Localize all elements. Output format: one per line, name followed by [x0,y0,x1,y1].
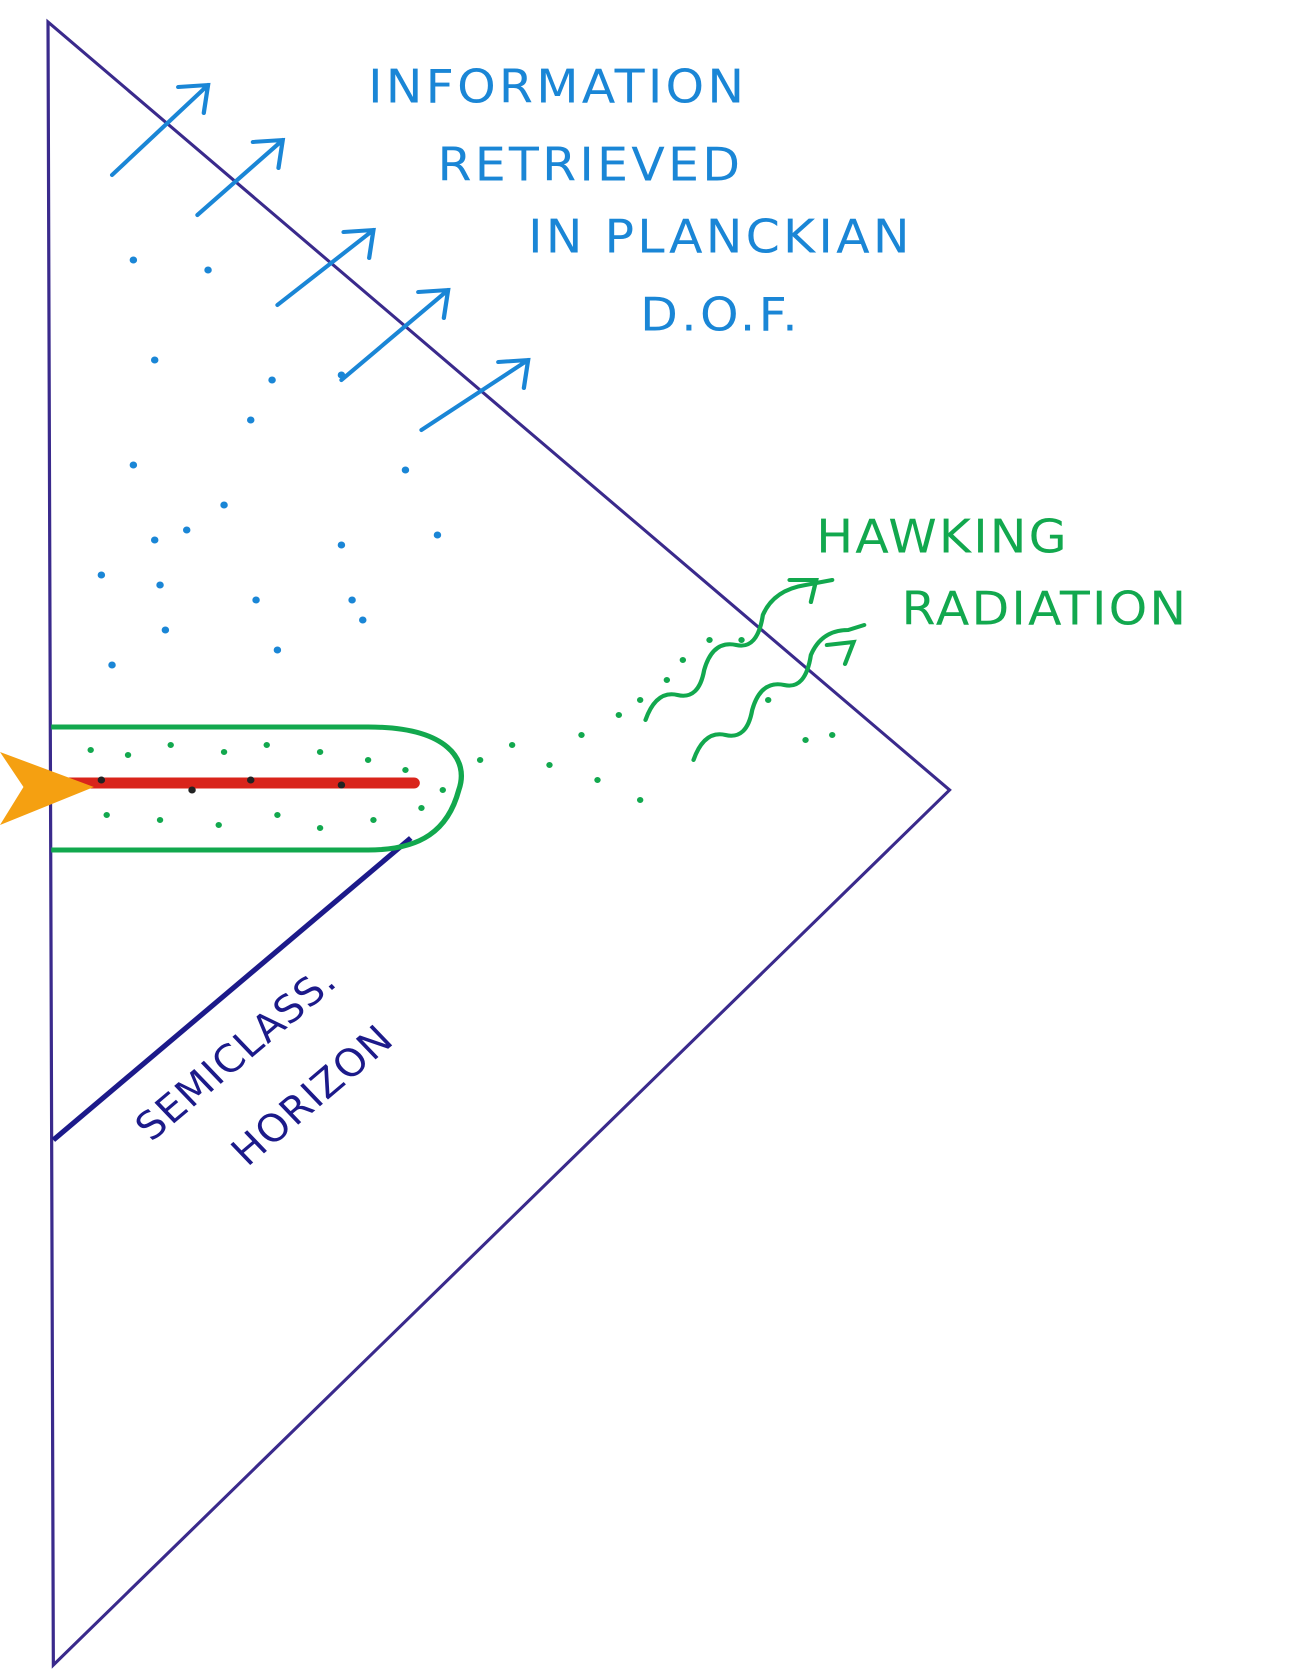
black-dot [247,777,254,784]
black-dot [98,777,105,784]
green-dot [264,742,270,748]
wavy-arrow [646,580,833,720]
blue-dot [183,527,190,534]
blue-dot [252,597,259,604]
info-arrow [277,230,373,305]
blue-dot [151,357,158,364]
green-dot [477,757,483,763]
info-label: RETRIEVED [437,139,743,192]
info-arrow [341,290,448,380]
green-dot [103,812,109,818]
blue-dot [162,627,169,634]
blue-dot [402,467,409,474]
green-dot [370,817,376,823]
hawking-label: HAWKING [816,511,1069,564]
info-label: D.O.F. [640,289,801,342]
green-dot [365,757,371,763]
green-dot [221,749,227,755]
blue-dot [130,462,137,469]
green-dot [738,637,744,643]
hawking-label: RADIATION [902,583,1189,636]
green-dot [829,732,835,738]
green-dot [802,737,808,743]
black-dot [338,782,345,789]
arrow-head [827,642,854,664]
green-dot [706,637,712,643]
spacetime-triangle [48,22,950,1665]
blue-dot [156,582,163,589]
green-dot [594,777,600,783]
black-dot [188,787,195,794]
green-dot [546,762,552,768]
blue-dot [348,597,355,604]
blue-dot [130,257,137,264]
green-dot [274,812,280,818]
green-dot [664,677,670,683]
green-dot [637,697,643,703]
green-dot [765,697,771,703]
green-dot [87,747,93,753]
blue-dot [268,377,275,384]
info-label: INFORMATION [368,61,747,114]
dots [87,257,835,832]
blue-dot [274,647,281,654]
blue-dot [247,417,254,424]
blue-dot [98,572,105,579]
green-dot [157,817,163,823]
green-dot [317,749,323,755]
green-dot [616,712,622,718]
green-dot [578,732,584,738]
info-arrow [197,140,282,215]
blue-dot [108,662,115,669]
info-label: IN PLANCKIAN [528,211,913,264]
green-dot [418,805,424,811]
green-dot [440,787,446,793]
green-dot [509,742,515,748]
blue-dot [151,537,158,544]
green-dot [125,752,131,758]
green-dot [402,767,408,773]
blue-dot [204,267,211,274]
blue-dot [338,542,345,549]
green-dot [637,797,643,803]
info-arrow [421,360,528,430]
green-dot [168,742,174,748]
orange-arrow [0,752,94,825]
penrose-diagram: INFORMATION RETRIEVED IN PLANCKIAN D.O.F… [0,0,1291,1679]
horizon-line [53,838,410,1140]
blue-dot [359,617,366,624]
info-arrow [112,85,208,175]
green-dot [317,825,323,831]
green-dot [216,822,222,828]
green-dot [680,657,686,663]
blue-dot [220,502,227,509]
blue-dot [434,532,441,539]
